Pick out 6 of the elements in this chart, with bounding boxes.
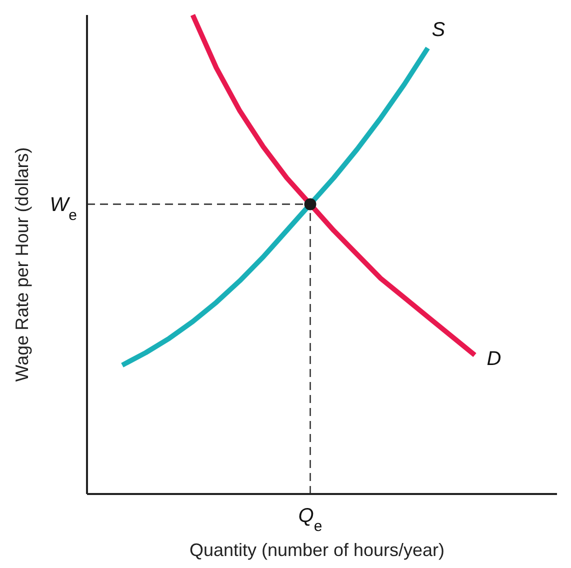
x-axis-title: Quantity (number of hours/year) [189, 540, 445, 560]
series-label: S [432, 19, 446, 42]
y-axis-title: Wage Rate per Hour (dollars) [12, 147, 32, 382]
text: Q$_{e}$ [298, 505, 322, 534]
ref-line-label: W$_{e}$ [50, 194, 77, 224]
series-label: D [486, 348, 502, 370]
